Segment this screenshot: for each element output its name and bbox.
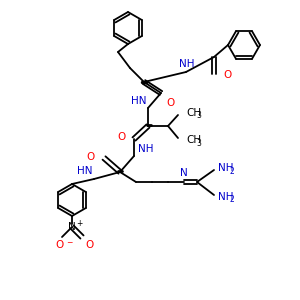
Text: 2: 2	[230, 196, 235, 205]
Text: HN: HN	[76, 166, 92, 176]
Text: O: O	[56, 240, 64, 250]
Text: O: O	[118, 132, 126, 142]
Text: NH: NH	[138, 144, 154, 154]
Text: 3: 3	[196, 112, 201, 121]
Text: O: O	[166, 98, 174, 108]
Text: NH: NH	[179, 59, 195, 69]
Text: 3: 3	[196, 139, 201, 148]
Text: O: O	[85, 240, 93, 250]
Text: NH: NH	[218, 163, 233, 173]
Text: CH: CH	[186, 135, 201, 145]
Text: HN: HN	[130, 96, 146, 106]
Text: NH: NH	[218, 192, 233, 202]
Text: −: −	[66, 238, 72, 247]
Text: O: O	[87, 152, 95, 162]
Text: +: +	[76, 218, 83, 227]
Text: O: O	[223, 70, 231, 80]
Text: N: N	[68, 222, 76, 232]
Text: N: N	[180, 168, 188, 178]
Text: CH: CH	[186, 108, 201, 118]
Text: 2: 2	[230, 167, 235, 176]
